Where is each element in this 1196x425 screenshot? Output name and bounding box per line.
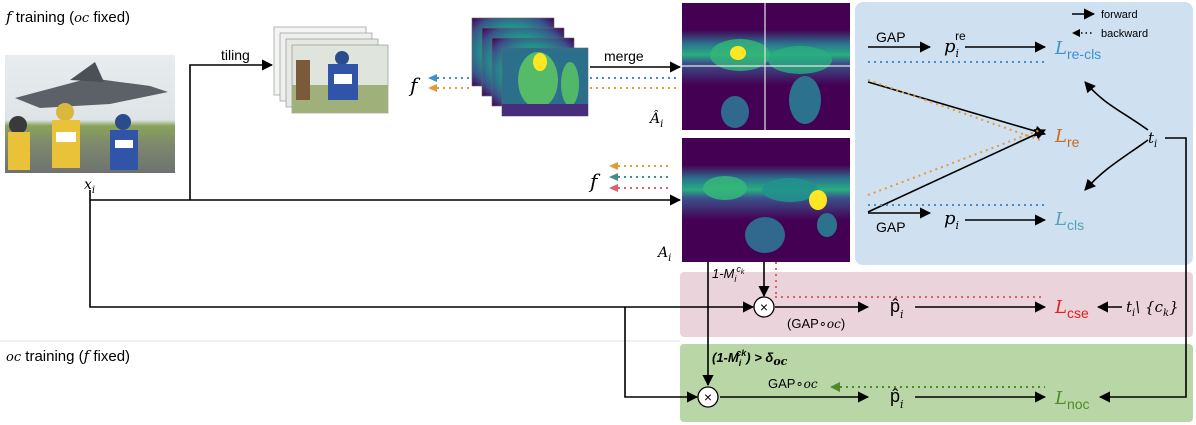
loss-re-label: Lre: [1054, 126, 1080, 150]
full-heatmap: [682, 138, 850, 262]
merged-heatmap: [682, 3, 850, 130]
t-minus-ck-label: ti\ {ck}: [1126, 298, 1179, 319]
threshold-label: (1-Mick) > δoc: [712, 348, 788, 368]
gap-bottom-label: GAP: [876, 219, 906, 235]
oc-training-header: oc training (f fixed): [6, 347, 130, 365]
loss-panel-blue: [855, 2, 1193, 265]
gap-top-label: GAP: [876, 29, 906, 45]
a-hat-label: Âi: [648, 109, 663, 130]
p-hat-noc-label: p̂i: [890, 386, 904, 411]
loss-noc-label: Lnoc: [1054, 388, 1090, 412]
p-re-label: pire: [944, 29, 966, 60]
p-i-label: pi: [944, 208, 959, 232]
multiply-node-noc: ×: [697, 386, 719, 408]
tile-heatmaps: [471, 17, 589, 117]
noc-panel-green: [680, 344, 1193, 422]
p-hat-cse-label: p̂i: [890, 296, 904, 321]
multiply-node-cse: ×: [753, 296, 775, 318]
legend-forward-label: forward: [1101, 9, 1138, 21]
loss-re-cls-label: Lre-cls: [1054, 38, 1101, 62]
backward-arrows: [437, 61, 1045, 388]
legend: forward backward: [1072, 8, 1148, 40]
cse-panel-pink: [680, 272, 1193, 337]
loss-cls-label: Lcls: [1054, 209, 1084, 233]
t-i-label: ti: [1148, 129, 1157, 150]
one-minus-m-label: 1-Mick: [712, 264, 745, 284]
legend-backward-label: backward: [1101, 28, 1148, 40]
backward-arrowheads: [428, 74, 840, 392]
f-label-top: f: [408, 73, 421, 97]
loss-cse-label: Lcse: [1054, 297, 1089, 321]
svg-text:×: ×: [704, 389, 712, 405]
svg-text:×: ×: [760, 299, 768, 315]
tiling-label: tiling: [221, 47, 250, 63]
gap-oc-cse-label: (GAP∘oc): [787, 316, 845, 331]
merge-label: merge: [604, 48, 644, 64]
x-i-label: xi: [84, 177, 95, 196]
image-tiles: [273, 26, 389, 114]
f-training-header: f training (oc fixed): [5, 8, 130, 26]
a-label: Ai: [656, 245, 671, 264]
input-image: [5, 55, 175, 173]
gap-oc-noc-label: GAP∘oc: [768, 376, 818, 391]
f-label-mid: f: [588, 169, 601, 193]
